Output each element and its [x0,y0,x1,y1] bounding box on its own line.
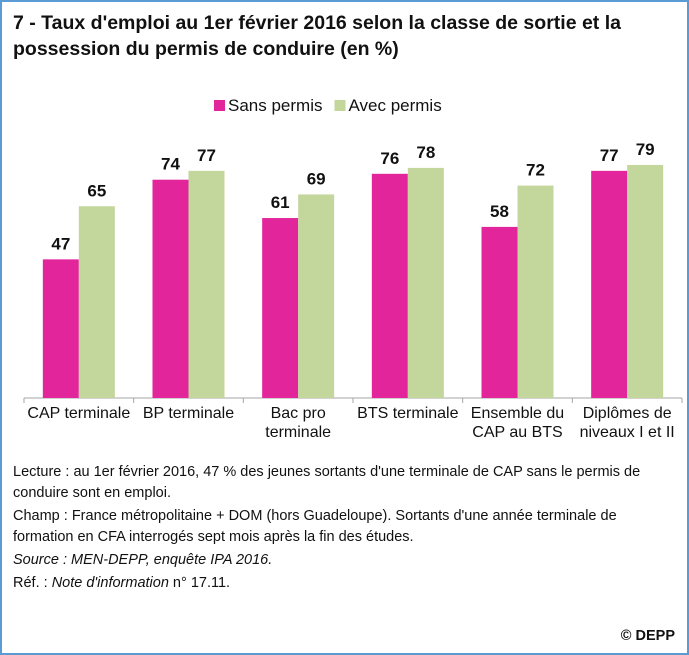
x-tick-label: BTS terminale [357,405,459,422]
bar [481,226,518,398]
bar [298,194,335,398]
bar [407,167,444,398]
ref-part: n° 17.11. [168,575,231,591]
note-source: Source : MEN-DEPP, enquête IPA 2016. [13,552,273,568]
bar [262,218,299,398]
note-lecture: Lecture : au 1er février 2016, 47 % des … [13,464,641,501]
value-label: 65 [87,181,106,200]
value-label: 79 [636,140,655,159]
ref-part: Note d'information [51,575,169,591]
x-tick-label: BP terminale [142,405,235,422]
chart-title: 7 - Taux d'emploi au 1er février 2016 se… [13,12,621,60]
bar [517,185,554,398]
legend-label: Sans permis [228,96,322,115]
bar [371,173,408,398]
value-label: 61 [271,193,290,212]
legend-swatch [334,100,346,111]
bar [627,164,664,398]
x-tick-label: Ensemble du CAP au BTS [470,405,565,441]
note-champ: Champ : France métropolitaine + DOM (hor… [13,508,617,545]
value-label: 78 [416,143,435,162]
notes: Lecture : au 1er février 2016, 47 % des … [13,462,678,596]
value-label: 47 [51,234,70,253]
legend-label: Avec permis [348,96,441,115]
value-label: 74 [161,155,180,174]
bar [152,179,189,398]
bar [78,206,115,398]
value-label: 77 [197,146,216,165]
x-tick-label: Bac pro terminale [265,405,332,441]
bar [188,170,225,398]
value-label: 72 [526,161,545,180]
value-label: 76 [380,149,399,168]
note-ref: Réf. : Note d'information n° 17.11. [13,573,678,594]
value-label: 77 [600,146,619,165]
bar [42,259,79,398]
x-tick-label: CAP terminale [27,405,131,422]
ref-part: Réf. : [13,575,52,591]
value-label: 58 [490,202,509,221]
bar [591,170,628,398]
value-label: 69 [307,169,326,188]
copyright: © DEPP [620,628,675,644]
x-tick-label: Diplômes de niveaux I et II [579,405,675,441]
legend-swatch [214,100,225,111]
